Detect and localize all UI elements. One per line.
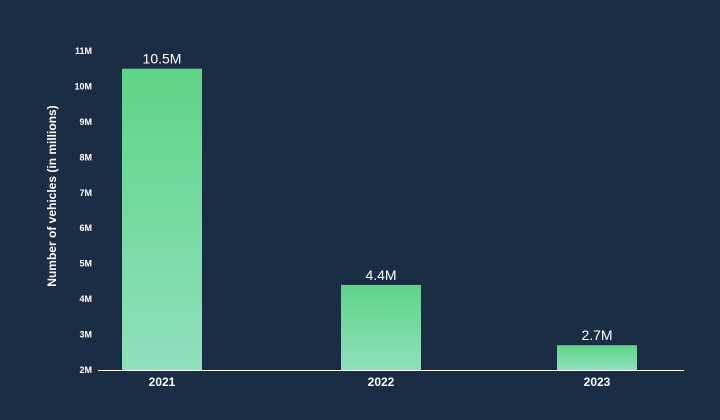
bar-2022 xyxy=(341,284,421,370)
y-axis-title: Number of vehicles (in millions) xyxy=(45,105,59,286)
y-tick-label: 5M xyxy=(79,259,92,269)
x-tick-label-2022: 2022 xyxy=(368,375,395,389)
bar-2023 xyxy=(557,345,637,370)
y-axis-ticks: 2M 3M 4M 5M 6M 7M 8M 9M 10M 11M xyxy=(74,46,92,375)
y-tick-label: 7M xyxy=(79,188,92,198)
value-label-2021: 10.5M xyxy=(143,51,182,67)
value-labels: 10.5M 4.4M 2.7M xyxy=(143,51,613,343)
x-tick-label-2023: 2023 xyxy=(584,375,611,389)
x-tick-label-2021: 2021 xyxy=(149,375,176,389)
y-tick-label: 6M xyxy=(79,223,92,233)
x-axis-labels: 2021 2022 2023 xyxy=(149,375,611,389)
y-tick-label: 3M xyxy=(79,330,92,340)
value-label-2023: 2.7M xyxy=(581,327,612,343)
y-tick-label: 9M xyxy=(79,117,92,127)
bars xyxy=(122,68,637,370)
y-tick-label: 8M xyxy=(79,152,92,162)
y-tick-label: 10M xyxy=(74,81,92,91)
y-tick-label: 2M xyxy=(79,365,92,375)
y-tick-label: 11M xyxy=(75,46,92,56)
y-tick-label: 4M xyxy=(79,294,92,304)
bar-2021 xyxy=(122,68,202,370)
value-label-2022: 4.4M xyxy=(365,267,396,283)
